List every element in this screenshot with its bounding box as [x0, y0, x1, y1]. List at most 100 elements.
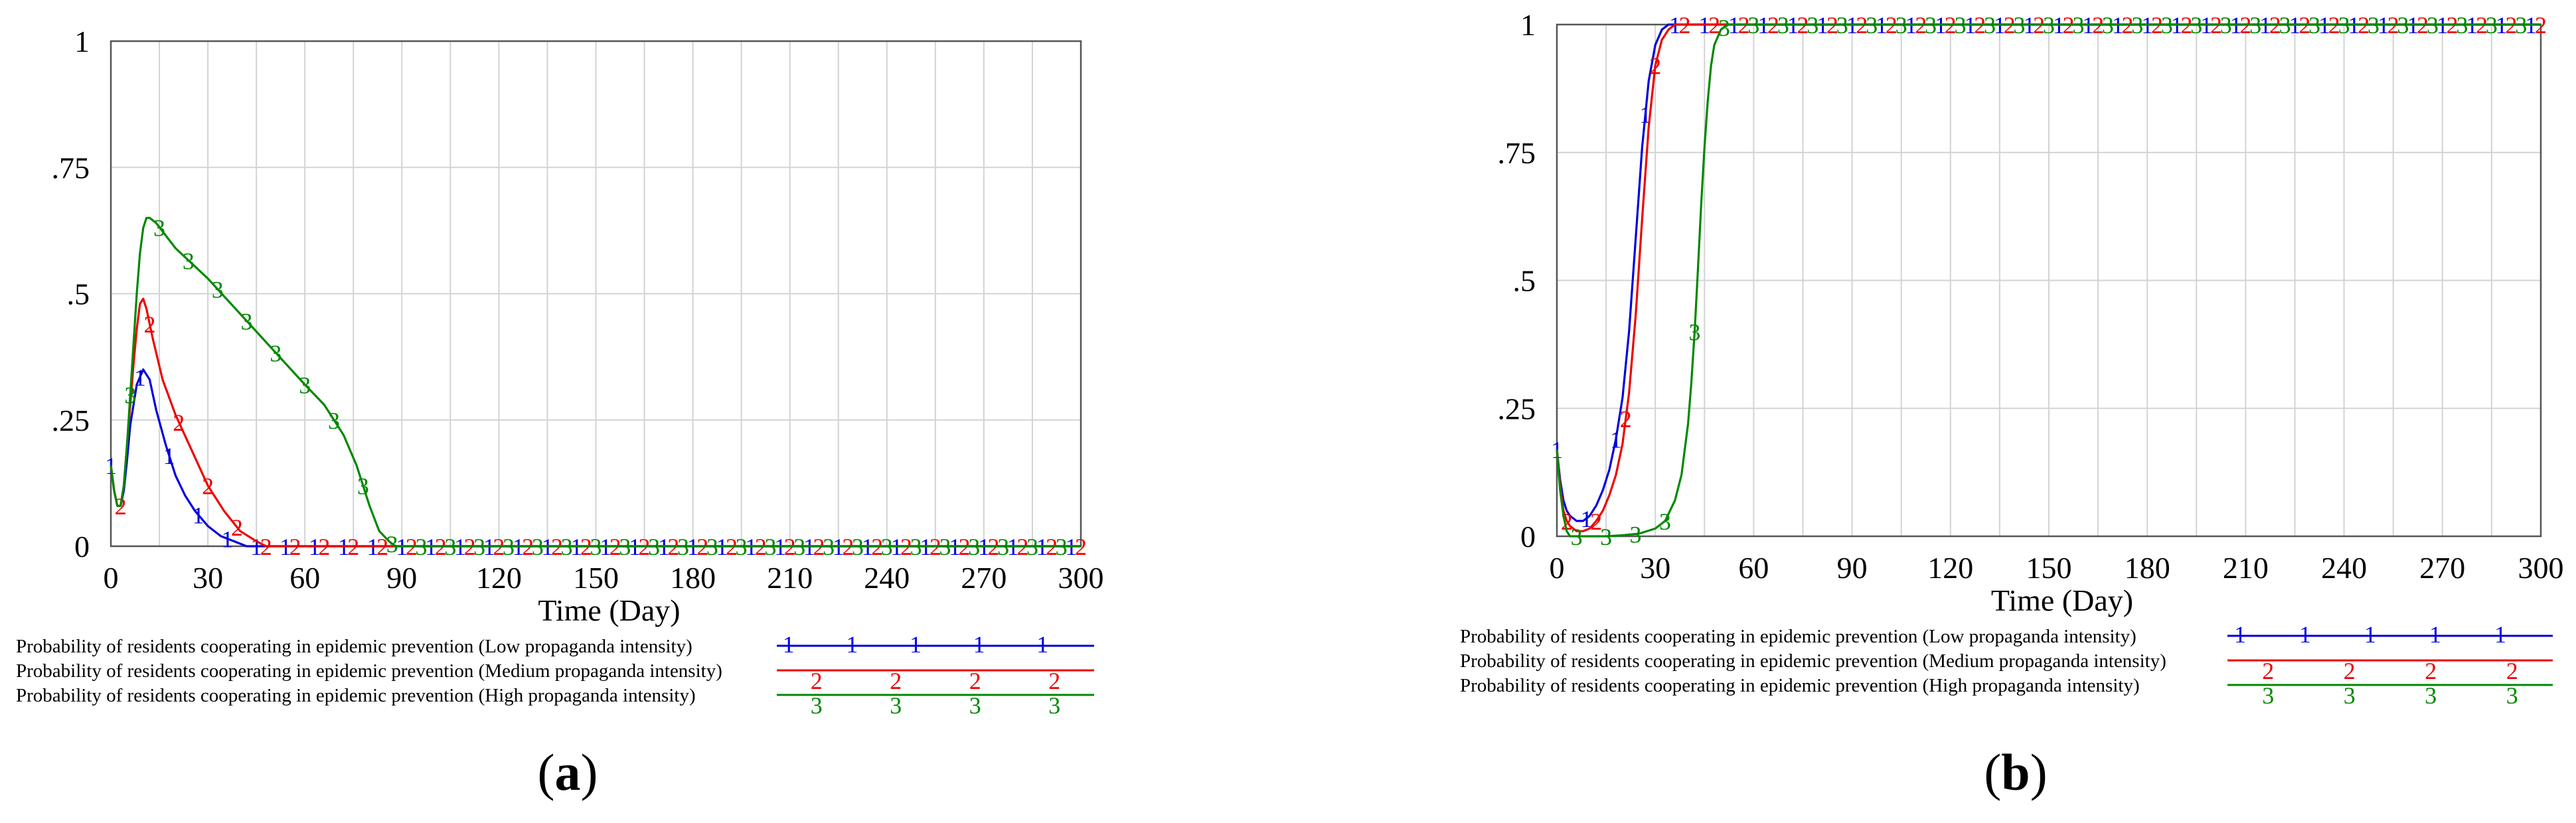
- series-marker: 3: [124, 382, 136, 409]
- legend-marker: 1: [2299, 621, 2311, 648]
- series-marker: 3: [648, 534, 660, 560]
- legend-entry: Probability of residents cooperating in …: [1460, 675, 2553, 709]
- series-marker: 3: [153, 214, 165, 241]
- series-marker: 3: [2397, 12, 2409, 38]
- legend-marker: 1: [2429, 621, 2441, 648]
- legend-marker: 3: [969, 692, 981, 719]
- legend-marker: 3: [2425, 682, 2437, 709]
- series-marker: 2: [173, 410, 185, 436]
- y-tick-label: 1: [74, 25, 90, 58]
- series-marker: 3: [764, 534, 776, 560]
- x-tick-label: 300: [1058, 561, 1104, 595]
- series-marker: 3: [1600, 524, 1612, 550]
- legend-marker: 3: [811, 692, 823, 719]
- series-marker: 3: [968, 534, 980, 560]
- legend-label: Probability of residents cooperating in …: [1460, 650, 2166, 672]
- legend-marker: 1: [2234, 621, 2246, 648]
- series-marker: 3: [939, 534, 951, 560]
- series-marker: 3: [881, 534, 893, 560]
- series-marker: 3: [2131, 12, 2143, 38]
- legend-marker: 3: [2344, 682, 2356, 709]
- series-marker: 3: [1571, 524, 1583, 550]
- series-marker: 1: [163, 443, 175, 469]
- series-marker: 3: [1955, 12, 1967, 38]
- legend-marker: 2: [2425, 658, 2437, 684]
- series-marker: 3: [444, 534, 456, 560]
- series-marker: 3: [212, 277, 224, 303]
- chart-panel-a: 0 30 60 90 120 150 180 210 240 270 300 0 .25 .5 .75 1 Ti…: [16, 25, 1104, 801]
- series-marker: 2: [1708, 12, 1720, 38]
- x-tick-label: 240: [2321, 551, 2367, 585]
- series-marker: 3: [910, 534, 922, 560]
- series-line: [1556, 23, 2541, 538]
- series-marker: 3: [532, 534, 544, 560]
- series-marker: 3: [1688, 319, 1700, 346]
- legend-marker: 2: [1048, 668, 1060, 694]
- x-tick-label: 300: [2518, 551, 2564, 585]
- series-marker: 3: [736, 534, 748, 560]
- x-tick-label: 180: [2125, 551, 2170, 585]
- legend-label: Probability of residents cooperating in …: [16, 636, 692, 657]
- series-marker: 2: [143, 311, 155, 338]
- y-tick-label: .75: [52, 151, 90, 185]
- series-marker: 1: [1580, 506, 1592, 532]
- series-marker: 3: [1807, 12, 1818, 38]
- legend-label: Probability of residents cooperating in …: [1460, 626, 2136, 647]
- x-tick-label: 0: [104, 561, 119, 595]
- y-tick-label: .25: [52, 404, 90, 437]
- legend-marker: 2: [969, 668, 981, 694]
- x-tick-label: 270: [961, 561, 1006, 595]
- x-tick-label: 60: [289, 561, 320, 595]
- legend-entry: Probability of residents cooperating in …: [1460, 621, 2553, 648]
- y-tick-label: .25: [1498, 392, 1536, 425]
- series-marker: 2: [231, 514, 243, 541]
- legend-marker: 2: [811, 668, 823, 694]
- legend-marker: 3: [2262, 682, 2274, 709]
- series-line: [110, 216, 1081, 548]
- series-marker: 3: [299, 372, 311, 398]
- x-tick-label: 90: [1837, 551, 1868, 585]
- y-tick-label: 0: [1520, 520, 1536, 554]
- series-marker: 3: [1718, 15, 1730, 41]
- series-marker: 3: [677, 534, 689, 560]
- grid: [1557, 25, 2541, 536]
- x-tick-label: 90: [386, 561, 417, 595]
- x-axis-label: Time (Day): [1991, 583, 2133, 617]
- legend-marker: 1: [1036, 631, 1048, 658]
- series-marker: 3: [1777, 12, 1789, 38]
- legend-entry: Probability of residents cooperating in …: [16, 660, 1094, 694]
- series-marker: 2: [1590, 508, 1602, 535]
- series-marker: 3: [2072, 12, 2084, 38]
- series-marker: 3: [2161, 12, 2173, 38]
- series-marker: 3: [706, 534, 718, 560]
- panel-letter: b: [2001, 743, 2030, 801]
- series-marker: 3: [241, 309, 253, 335]
- legend-marker: 1: [2364, 621, 2376, 648]
- series-marker: 3: [2220, 12, 2232, 38]
- series-marker: 3: [2014, 12, 2026, 38]
- series-marker: 3: [503, 534, 515, 560]
- grid: [111, 41, 1081, 546]
- y-tick-label: 1: [1520, 8, 1536, 42]
- x-tick-label: 150: [2026, 551, 2072, 585]
- x-tick-label: 270: [2419, 551, 2465, 585]
- series-marker: 3: [2249, 12, 2261, 38]
- series-marker: 2: [260, 534, 272, 560]
- x-tick-label: 0: [1550, 551, 1565, 585]
- series-marker: 1: [221, 526, 233, 553]
- series-marker: 2: [1649, 53, 1661, 80]
- series-marker: 3: [183, 248, 195, 274]
- series-marker: 3: [1659, 508, 1671, 535]
- series-marker: 3: [1026, 534, 1038, 560]
- series-marker: 1: [192, 502, 204, 528]
- x-tick-label: 150: [573, 561, 619, 595]
- series-marker: 3: [473, 534, 485, 560]
- series-marker: 2: [376, 534, 388, 560]
- series-marker: 3: [357, 473, 369, 500]
- series-marker: 3: [2190, 12, 2202, 38]
- legend-entry: Probability of residents cooperating in …: [16, 685, 1094, 719]
- series-marker: 3: [2338, 12, 2350, 38]
